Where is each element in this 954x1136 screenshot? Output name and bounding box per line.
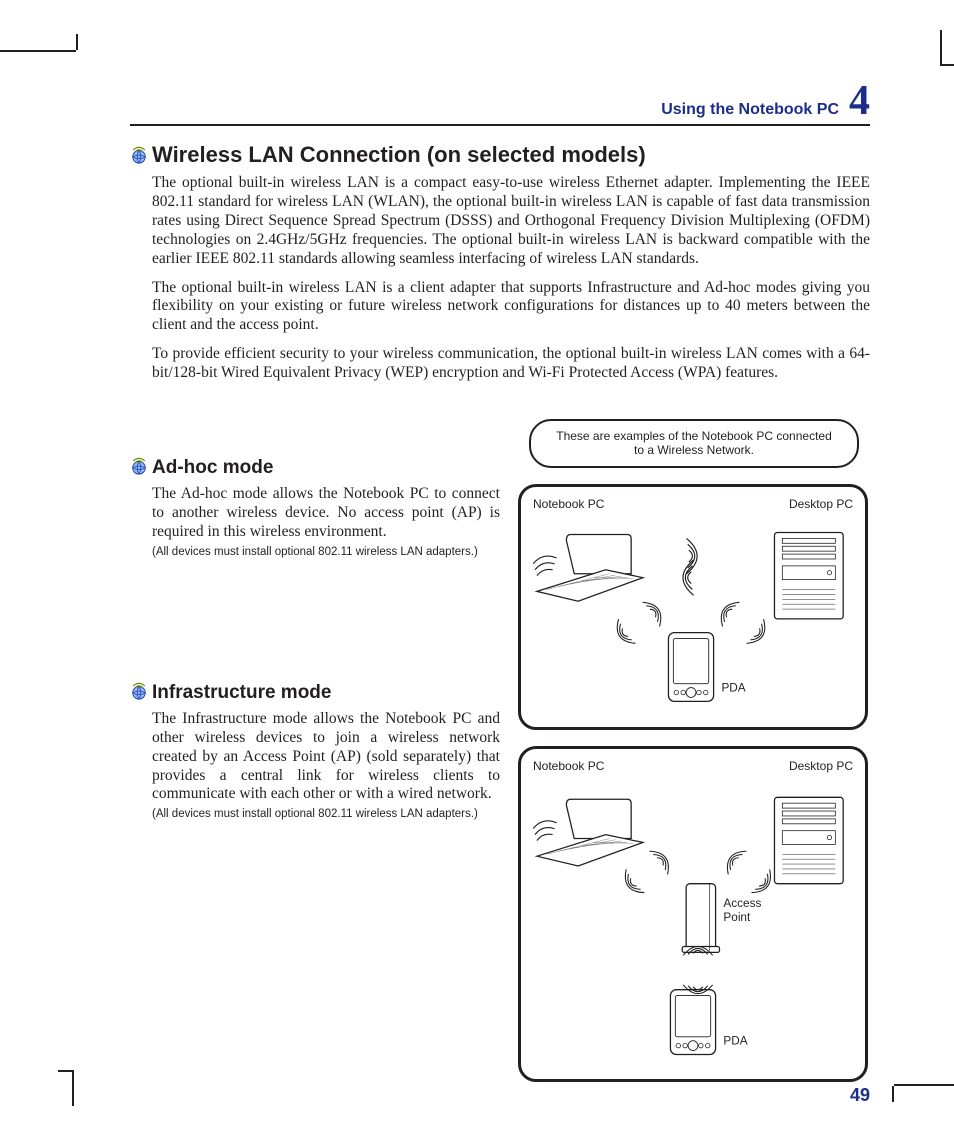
page-content: Using the Notebook PC 4 Wireless LAN Con… — [130, 80, 870, 1082]
wireless-globe-icon — [130, 144, 148, 162]
crop-mark — [894, 1084, 954, 1086]
chapter-number: 4 — [849, 80, 870, 122]
adhoc-heading-text: Ad-hoc mode — [152, 457, 273, 478]
diagram-callout: These are examples of the Notebook PC co… — [529, 419, 859, 468]
infra-body: The Infrastructure mode allows the Noteb… — [152, 710, 500, 805]
intro-para-3: To provide efficient security to your wi… — [152, 345, 870, 383]
label-notebook: Notebook PC — [533, 759, 604, 773]
svg-text:PDA: PDA — [721, 681, 745, 694]
adhoc-note: (All devices must install optional 802.1… — [152, 546, 500, 558]
adhoc-heading: Ad-hoc mode — [130, 457, 500, 479]
intro-body: The optional built-in wireless LAN is a … — [152, 174, 870, 383]
wireless-globe-icon — [130, 457, 148, 475]
infra-diagram: Notebook PC Desktop PC AccessPoint PDA — [518, 746, 868, 1082]
adhoc-diagram: Notebook PC Desktop PC PDA — [518, 484, 868, 730]
crop-mark — [58, 1070, 74, 1106]
infra-svg: AccessPoint PDA — [533, 775, 853, 1065]
svg-text:Point: Point — [723, 911, 751, 924]
adhoc-body: The Ad-hoc mode allows the Notebook PC t… — [152, 485, 500, 542]
label-desktop: Desktop PC — [789, 759, 853, 773]
adhoc-svg: PDA — [533, 513, 853, 713]
label-notebook: Notebook PC — [533, 497, 604, 511]
intro-para-1: The optional built-in wireless LAN is a … — [152, 174, 870, 269]
infra-heading-text: Infrastructure mode — [152, 682, 331, 703]
label-desktop: Desktop PC — [789, 497, 853, 511]
header-rule — [130, 124, 870, 126]
svg-text:Access: Access — [723, 897, 761, 910]
page-title: Wireless LAN Connection (on selected mod… — [130, 142, 870, 168]
section-title: Using the Notebook PC — [661, 101, 839, 119]
crop-mark — [0, 50, 76, 52]
svg-text:PDA: PDA — [723, 1035, 747, 1048]
crop-mark — [940, 30, 954, 66]
page-number: 49 — [850, 1085, 870, 1106]
intro-para-2: The optional built-in wireless LAN is a … — [152, 279, 870, 336]
running-head: Using the Notebook PC 4 — [130, 80, 870, 122]
wireless-globe-icon — [130, 682, 148, 700]
infra-heading: Infrastructure mode — [130, 682, 500, 704]
page-title-text: Wireless LAN Connection (on selected mod… — [152, 142, 646, 167]
infra-note: (All devices must install optional 802.1… — [152, 808, 500, 820]
